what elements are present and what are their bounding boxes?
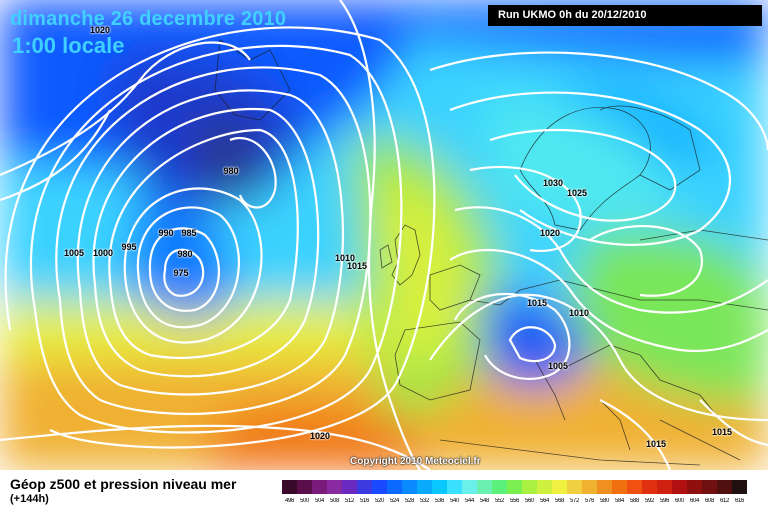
pressure-label: 1015 [711,427,733,437]
scale-swatch [447,480,462,494]
scale-swatch [717,480,732,494]
scale-tick-label: 616 [734,498,745,504]
pressure-label: 1015 [526,298,548,308]
scale-tick-label: 536 [434,498,445,504]
scale-swatch [522,480,537,494]
scale-swatch [732,480,747,494]
pressure-label: 1010 [568,308,590,318]
forecast-lead-time: (+144h) [10,493,49,505]
scale-swatch [297,480,312,494]
scale-swatch [357,480,372,494]
pressure-label: 1025 [566,188,588,198]
pressure-label: 985 [181,228,197,238]
scale-swatch [612,480,627,494]
model-run-info: Run UKMO 0h du 20/12/2010 [488,5,762,26]
scale-swatch [687,480,702,494]
scale-tick-label: 532 [419,498,430,504]
scale-tick-label: 600 [674,498,685,504]
scale-swatch [567,480,582,494]
scale-tick-label: 520 [374,498,385,504]
scale-tick-label: 540 [449,498,460,504]
scale-swatch [462,480,477,494]
scale-tick-label: 544 [464,498,475,504]
pressure-label: 975 [173,268,189,278]
scale-tick-label: 508 [329,498,340,504]
scale-swatch [582,480,597,494]
scale-swatch [597,480,612,494]
pressure-label: 1020 [309,431,331,441]
scale-tick-label: 500 [299,498,310,504]
forecast-date: dimanche 26 decembre 2010 [10,8,287,30]
color-scale-labels: 496 500 504 508 512 516 520 524 528 532 536 540 544 5… [282,498,747,504]
scale-swatch [387,480,402,494]
scale-swatch [657,480,672,494]
scale-swatch [372,480,387,494]
scale-swatch [642,480,657,494]
pressure-label: 1020 [89,25,111,35]
pressure-label: 1015 [346,261,368,271]
scale-tick-label: 612 [719,498,730,504]
scale-swatch [417,480,432,494]
scale-tick-label: 496 [284,498,295,504]
scale-tick-label: 552 [494,498,505,504]
geopotential-color-shading [0,0,768,470]
scale-swatch [507,480,522,494]
isobars [0,0,768,470]
pressure-label: 1010 [334,253,356,263]
scale-swatch [477,480,492,494]
scale-tick-label: 572 [569,498,580,504]
geopotential-field [0,0,768,470]
scale-tick-label: 596 [659,498,670,504]
scale-swatch [402,480,417,494]
scale-tick-label: 592 [644,498,655,504]
pressure-label: 1030 [542,178,564,188]
scale-swatch [282,480,297,494]
scale-tick-label: 568 [554,498,565,504]
forecast-local-time: 1:00 locale [12,33,125,58]
scale-tick-label: 504 [314,498,325,504]
scale-swatch [342,480,357,494]
scale-tick-label: 528 [404,498,415,504]
scale-tick-label: 548 [479,498,490,504]
scale-swatch [702,480,717,494]
scale-swatch [537,480,552,494]
pressure-label: 1000 [92,248,114,258]
copyright-notice: Copyright 2010 Meteociel.fr [350,456,481,467]
scale-tick-label: 604 [689,498,700,504]
scale-swatch [327,480,342,494]
map-title: Géop z500 et pression niveau mer [10,476,237,492]
pressure-label: 1015 [645,439,667,449]
pressure-label: 980 [223,166,239,176]
scale-tick-label: 524 [389,498,400,504]
scale-swatch [432,480,447,494]
scale-swatch [312,480,327,494]
pressure-label: 1005 [547,361,569,371]
scale-swatch [552,480,567,494]
color-scale [282,480,747,494]
scale-tick-label: 512 [344,498,355,504]
scale-tick-label: 560 [524,498,535,504]
scale-tick-label: 564 [539,498,550,504]
pressure-label: 1020 [539,228,561,238]
scale-tick-label: 588 [629,498,640,504]
scale-tick-label: 516 [359,498,370,504]
scale-tick-label: 580 [599,498,610,504]
map-footer: Géop z500 et pression niveau mer (+144h)… [0,470,768,512]
pressure-label: 990 [158,228,174,238]
scale-tick-label: 556 [509,498,520,504]
pressure-label: 1005 [63,248,85,258]
scale-tick-label: 608 [704,498,715,504]
scale-swatch [492,480,507,494]
scale-tick-label: 576 [584,498,595,504]
scale-swatch [672,480,687,494]
weather-map: dimanche 26 decembre 2010 1:00 locale Ru… [0,0,768,470]
pressure-label: 980 [177,249,193,259]
scale-tick-label: 584 [614,498,625,504]
scale-swatch [627,480,642,494]
pressure-label: 995 [121,242,137,252]
